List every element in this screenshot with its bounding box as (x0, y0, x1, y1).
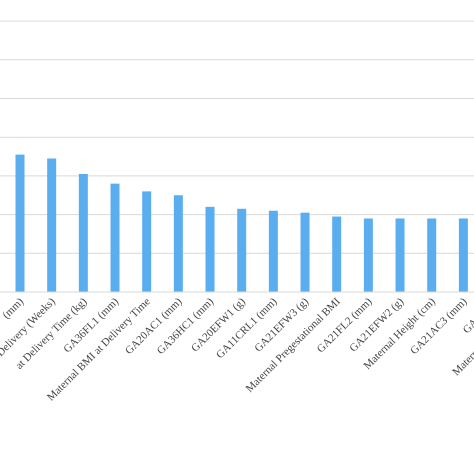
bar (300, 212, 310, 292)
bar (205, 206, 215, 292)
x-tick-label: GA21FL2 (mm) (315, 295, 375, 355)
x-tick-label: GA20AC1 (mm) (123, 295, 185, 357)
x-tick-labels: (mm)Delivery (Weeks)at Delivery Time (kg… (0, 295, 474, 403)
x-tick-label: (mm) (0, 295, 26, 321)
bar (268, 210, 278, 292)
bar (78, 173, 88, 292)
bars (15, 154, 468, 292)
bar (427, 218, 437, 292)
bar (237, 208, 247, 292)
x-tick-label: GA36FL1 (mm) (61, 295, 121, 355)
bar (15, 154, 25, 292)
bar (142, 191, 152, 292)
x-tick-label: GA36HC1 (mm) (155, 295, 217, 357)
bar (110, 183, 120, 292)
bar (47, 158, 57, 292)
bar (363, 218, 373, 292)
bar (458, 218, 468, 292)
bar (173, 195, 183, 292)
x-tick-label: GA21AC3 (mm) (408, 295, 470, 357)
bar (332, 216, 342, 292)
bar (395, 218, 405, 292)
